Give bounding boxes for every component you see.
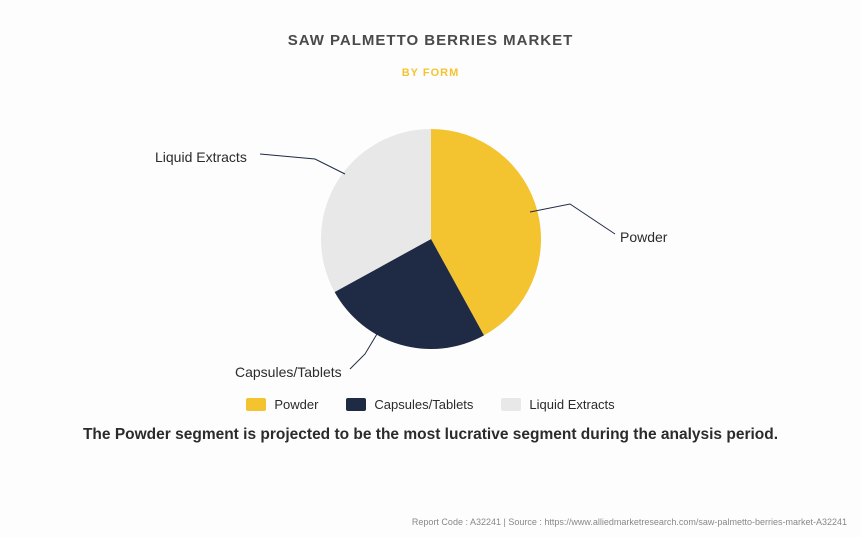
legend-label: Powder — [274, 397, 318, 412]
slice-label: Capsules/Tablets — [235, 364, 342, 380]
chart-subtitle: BY FORM — [0, 67, 861, 79]
caption-text: The Powder segment is projected to be th… — [0, 426, 861, 444]
legend-item: Powder — [246, 397, 318, 412]
legend-label: Liquid Extracts — [529, 397, 614, 412]
pie-svg — [321, 129, 541, 349]
chart-title: SAW PALMETTO BERRIES MARKET — [0, 0, 861, 49]
pie-chart-area: Powder Capsules/Tablets Liquid Extracts — [0, 89, 861, 389]
chart-container: SAW PALMETTO BERRIES MARKET BY FORM Powd… — [0, 0, 861, 537]
legend-item: Liquid Extracts — [501, 397, 614, 412]
legend: Powder Capsules/Tablets Liquid Extracts — [0, 397, 861, 412]
report-code: A32241 — [470, 517, 501, 527]
leader-line — [530, 204, 615, 234]
footer-attribution: Report Code : A32241 | Source : https://… — [412, 517, 847, 527]
legend-swatch — [346, 398, 366, 411]
report-code-label: Report Code : — [412, 517, 470, 527]
legend-item: Capsules/Tablets — [346, 397, 473, 412]
slice-label: Liquid Extracts — [155, 149, 247, 165]
source-label: Source : — [508, 517, 544, 527]
source-url: https://www.alliedmarketresearch.com/saw… — [544, 517, 847, 527]
legend-swatch — [246, 398, 266, 411]
slice-label: Powder — [620, 229, 667, 245]
legend-swatch — [501, 398, 521, 411]
legend-label: Capsules/Tablets — [374, 397, 473, 412]
